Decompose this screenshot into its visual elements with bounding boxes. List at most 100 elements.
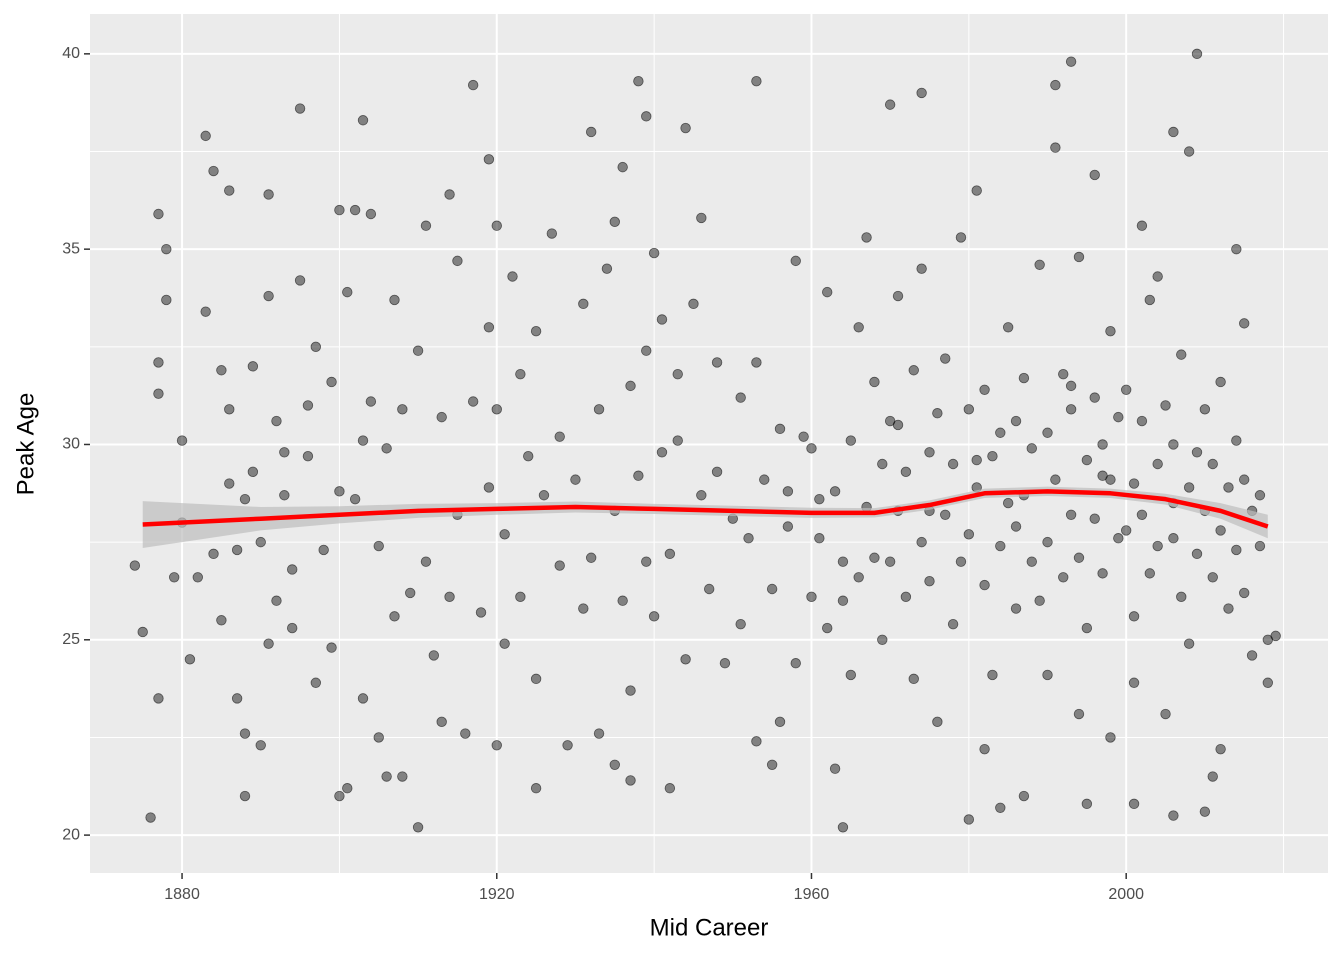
data-point — [1002, 497, 1014, 509]
data-point — [1144, 568, 1155, 579]
data-point — [979, 384, 990, 395]
data-point — [397, 404, 408, 415]
data-point — [703, 583, 715, 595]
data-point — [814, 533, 825, 544]
data-point — [1199, 404, 1211, 415]
data-point — [1191, 447, 1203, 458]
data-point — [884, 99, 896, 110]
data-point — [955, 232, 967, 243]
data-point — [444, 591, 455, 603]
data-point — [1026, 443, 1037, 454]
data-point — [1042, 536, 1053, 548]
data-point — [1089, 169, 1100, 181]
data-point — [161, 243, 172, 255]
data-point — [1246, 650, 1258, 661]
data-point — [625, 775, 636, 786]
data-point — [995, 802, 1006, 813]
data-point — [806, 443, 817, 454]
data-point — [1042, 427, 1053, 438]
data-point — [924, 447, 935, 458]
data-point — [664, 783, 676, 794]
data-point — [1128, 478, 1140, 489]
data-point — [515, 591, 526, 603]
data-point — [1010, 603, 1022, 614]
data-point — [578, 603, 589, 614]
data-point — [444, 189, 455, 200]
data-point — [562, 740, 573, 751]
data-point — [916, 536, 927, 548]
data-point — [1168, 126, 1179, 138]
data-point — [349, 204, 361, 216]
data-point — [916, 263, 927, 274]
data-point — [279, 447, 290, 458]
data-point — [932, 408, 943, 419]
data-point — [1223, 603, 1234, 614]
data-point — [467, 79, 479, 91]
data-point — [530, 673, 542, 685]
data-point — [1081, 454, 1093, 466]
data-point — [1262, 677, 1274, 688]
data-point — [822, 622, 833, 634]
data-point — [1231, 544, 1242, 556]
data-point — [1018, 790, 1030, 802]
data-point — [672, 368, 683, 380]
data-point — [900, 466, 912, 478]
data-point — [1199, 806, 1211, 817]
data-point — [1144, 294, 1155, 306]
data-point — [633, 470, 644, 481]
data-point — [1270, 630, 1281, 642]
data-point — [829, 763, 841, 774]
data-point — [1239, 318, 1250, 329]
data-point — [310, 341, 322, 353]
data-point — [208, 165, 219, 177]
data-point — [1136, 509, 1148, 520]
data-point — [1168, 810, 1179, 821]
data-point — [1097, 439, 1108, 450]
data-point — [1081, 622, 1093, 634]
data-point — [774, 716, 786, 728]
data-point — [1073, 552, 1085, 563]
data-point — [373, 732, 384, 743]
data-point — [271, 595, 282, 606]
data-point — [782, 521, 794, 532]
confidence-band — [142, 486, 1268, 548]
data-point — [845, 669, 857, 681]
data-point — [554, 560, 565, 571]
data-point — [381, 443, 392, 454]
data-point — [806, 591, 817, 603]
data-point — [1183, 146, 1195, 157]
data-point — [1223, 482, 1234, 493]
smooth-line — [142, 489, 1269, 529]
data-point — [389, 611, 400, 622]
data-point — [656, 447, 668, 458]
data-point — [648, 247, 660, 259]
data-point — [963, 529, 975, 540]
data-point — [601, 263, 613, 274]
data-point — [349, 493, 361, 505]
data-point — [664, 548, 676, 560]
data-point — [1254, 540, 1266, 552]
data-point — [869, 376, 880, 388]
data-point — [822, 286, 833, 298]
data-point — [357, 115, 369, 126]
data-point — [507, 271, 518, 282]
data-point — [263, 189, 274, 200]
data-point — [1128, 677, 1140, 688]
data-point — [743, 533, 754, 544]
data-point — [153, 693, 164, 704]
data-point — [483, 154, 495, 165]
y-tick-label: 25 — [62, 631, 80, 648]
data-point — [947, 458, 959, 470]
data-point — [1010, 521, 1022, 532]
data-point — [593, 404, 605, 415]
data-point — [1089, 513, 1100, 524]
data-point — [932, 716, 943, 728]
data-point — [129, 560, 141, 571]
data-point — [1160, 400, 1171, 411]
data-point — [1207, 458, 1218, 470]
data-point — [294, 103, 306, 114]
data-point — [271, 415, 282, 427]
data-point — [530, 325, 542, 337]
data-point — [287, 622, 298, 634]
